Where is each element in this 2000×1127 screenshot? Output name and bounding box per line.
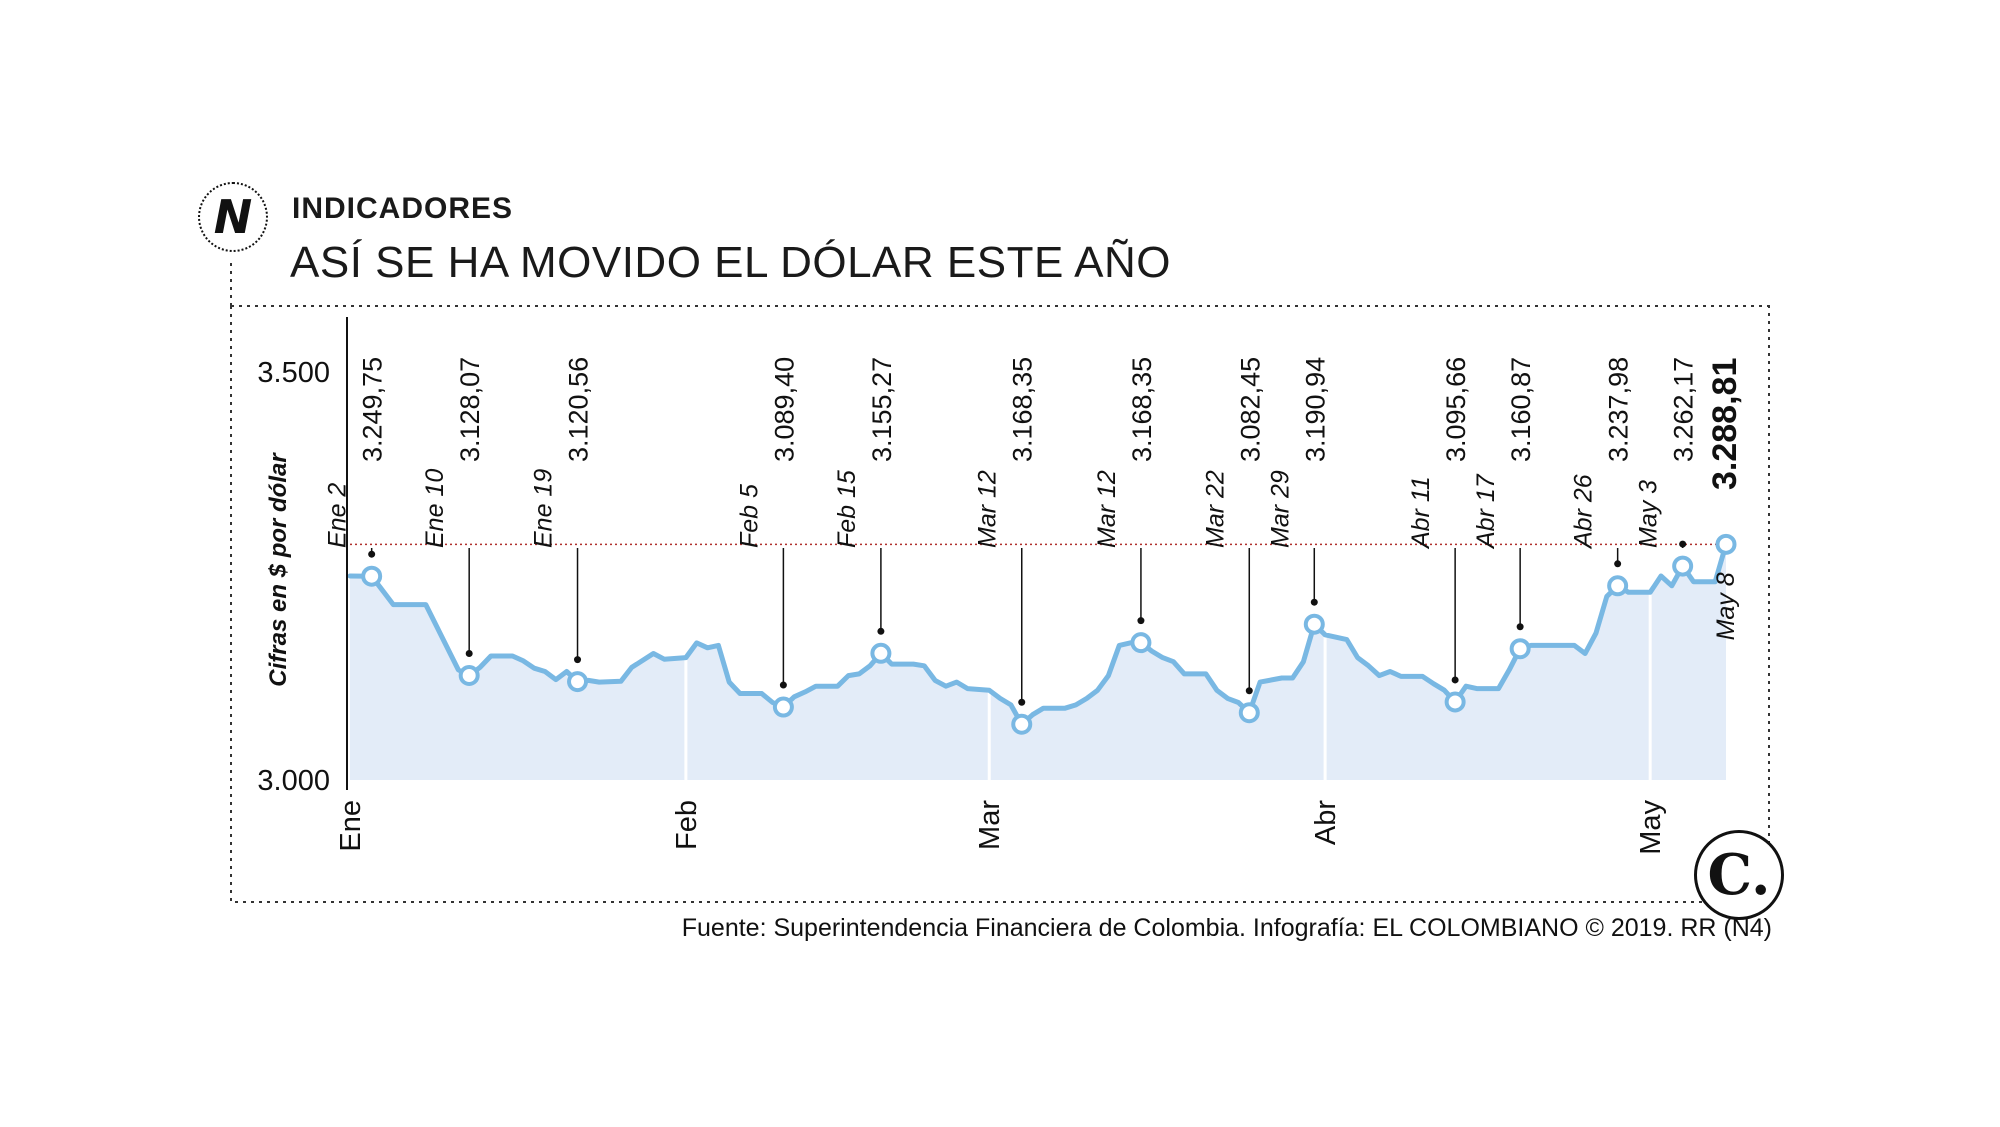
- marker-value-label: 3.249,75: [358, 357, 388, 462]
- data-point: [1011, 713, 1033, 735]
- marker-dot: [1245, 687, 1253, 695]
- area-fill: [350, 544, 1726, 780]
- marker-date-label: Mar 29: [1266, 470, 1294, 548]
- x-month-label: Mar: [974, 800, 1006, 850]
- data-point: [870, 642, 892, 664]
- x-month-label: Ene: [335, 800, 367, 852]
- marker-date-label: Ene 2: [324, 483, 352, 548]
- marker-dot: [1310, 598, 1318, 606]
- marker-date-label: Abr 26: [1570, 474, 1598, 550]
- data-point: [458, 664, 480, 686]
- marker-value-label: 3.288,81: [1706, 358, 1744, 490]
- marker-value-label: 3.168,35: [1127, 357, 1157, 462]
- x-month-label: Abr: [1310, 800, 1342, 845]
- marker-value-label: 3.082,45: [1235, 357, 1265, 462]
- y-tick-label: 3.500: [257, 357, 330, 389]
- source-note: Fuente: Superintendencia Financiera de C…: [681, 914, 1772, 942]
- data-point: [1303, 613, 1325, 635]
- data-point: [772, 696, 794, 718]
- chart-title: ASÍ SE HA MOVIDO EL DÓLAR ESTE AÑO: [290, 238, 1171, 287]
- data-point: [1444, 691, 1466, 713]
- marker-date-label: Ene 10: [421, 469, 449, 548]
- marker-value-label: 3.089,40: [769, 357, 799, 462]
- data-point: [361, 565, 383, 587]
- indicadores-logo-icon: N: [198, 182, 268, 252]
- marker-value-label: 3.190,94: [1300, 357, 1330, 462]
- x-month-label: Feb: [671, 800, 703, 850]
- marker-dot: [574, 656, 582, 664]
- marker-value-label: 3.155,27: [867, 357, 897, 462]
- data-point: [1238, 702, 1260, 724]
- data-point: [1509, 638, 1531, 660]
- marker-date-label: May 8: [1712, 572, 1740, 640]
- marker-date-label: May 3: [1635, 480, 1663, 548]
- marker-value-label: 3.120,56: [564, 357, 594, 462]
- marker-date-label: Feb 15: [833, 470, 861, 548]
- data-point: [1130, 632, 1152, 654]
- marker-dot: [465, 649, 473, 657]
- series-line: [347, 541, 1729, 727]
- marker-value-label: 3.095,66: [1441, 357, 1471, 462]
- marker-date-label: Feb 5: [735, 484, 763, 548]
- marker-dot: [1614, 560, 1622, 568]
- marker-value-label: 3.168,35: [1008, 357, 1038, 462]
- marker-dot: [877, 627, 885, 635]
- y-tick-label: 3.000: [257, 765, 330, 797]
- marker-dot: [1451, 676, 1459, 684]
- data-point: [1715, 533, 1737, 555]
- marker-dot: [1679, 540, 1687, 548]
- marker-value-label: 3.128,07: [455, 357, 485, 462]
- el-colombiano-logo-icon: C.: [1694, 830, 1784, 920]
- x-month-label: May: [1635, 800, 1667, 855]
- marker-value-label: 3.237,98: [1604, 357, 1634, 462]
- marker-date-label: Mar 12: [1093, 470, 1121, 548]
- marker-date-label: Mar 12: [974, 470, 1002, 548]
- plot-area: 3.500 3.000 Cifras en $ por dólar Ene Feb Mar…: [257, 317, 1744, 855]
- y-axis-title: Cifras en $ por dólar: [265, 452, 292, 687]
- marker-dot: [1137, 617, 1145, 625]
- marker-date-label: Mar 22: [1201, 470, 1229, 548]
- marker-dot: [779, 681, 787, 689]
- marker-date-label: Ene 19: [530, 469, 558, 548]
- marker-date-label: Abr 17: [1472, 473, 1500, 550]
- marker-value-label: 3.262,17: [1669, 357, 1699, 462]
- marker-date-label: Abr 11: [1407, 476, 1435, 550]
- section-label: INDICADORES: [292, 192, 514, 225]
- marker-dot: [1516, 623, 1524, 631]
- marker-dot: [1018, 698, 1026, 706]
- marker-dot: [368, 550, 376, 558]
- data-point: [567, 671, 589, 693]
- marker-value-label: 3.160,87: [1506, 357, 1536, 462]
- data-point: [1607, 575, 1629, 597]
- data-point: [1672, 555, 1694, 577]
